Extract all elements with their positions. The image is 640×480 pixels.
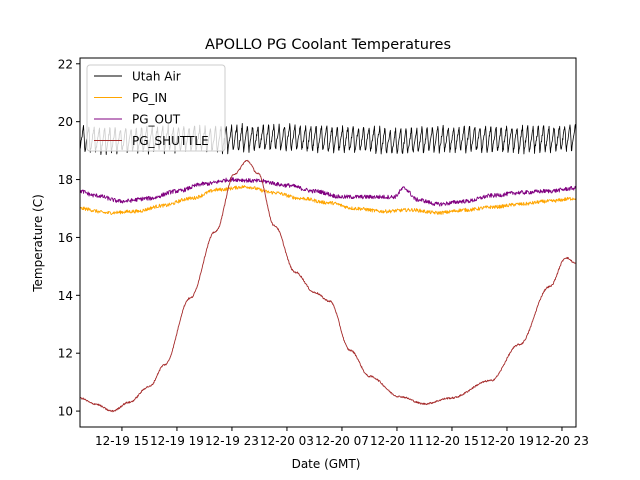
x-tick-label: 12-20 23: [535, 434, 589, 448]
y-tick-label: 14: [58, 289, 73, 303]
series-line-pg-out: [80, 177, 576, 207]
legend-label: PG_IN: [132, 91, 167, 105]
y-tick-label: 10: [58, 405, 73, 419]
legend: Utah Air PG_IN PG_OUT PG_SHUTTLE: [86, 64, 226, 152]
x-tick-label: 12-19 19: [150, 434, 204, 448]
y-tick-label: 20: [58, 115, 73, 129]
series-line-pg-in: [80, 185, 576, 215]
legend-label: Utah Air: [132, 70, 181, 84]
y-tick-label: 18: [58, 173, 73, 187]
y-tick-label: 22: [58, 57, 73, 71]
x-axis: 12-19 15 12-19 19 12-19 23 12-20 03 12-20 07…: [95, 427, 589, 448]
legend-label: PG_OUT: [132, 113, 181, 127]
legend-box: [86, 64, 226, 152]
x-tick-label: 12-19 23: [205, 434, 259, 448]
y-axis: 10 12 14 16 18 20 22: [58, 57, 80, 419]
y-axis-label: Temperature (C): [31, 194, 45, 293]
x-tick-label: 12-20 07: [315, 434, 369, 448]
y-tick-label: 16: [58, 231, 73, 245]
x-tick-label: 12-20 15: [425, 434, 479, 448]
x-axis-label: Date (GMT): [292, 457, 361, 471]
y-tick-label: 12: [58, 347, 73, 361]
x-tick-label: 12-20 03: [260, 434, 314, 448]
x-tick-label: 12-20 19: [480, 434, 534, 448]
series-line-pg-shuttle: [80, 159, 576, 413]
x-tick-label: 12-20 11: [370, 434, 424, 448]
axes-frame: [79, 57, 577, 428]
legend-label: PG_SHUTTLE: [132, 134, 209, 148]
chart-title: APOLLO PG Coolant Temperatures: [205, 37, 451, 53]
x-tick-label: 12-19 15: [95, 434, 149, 448]
